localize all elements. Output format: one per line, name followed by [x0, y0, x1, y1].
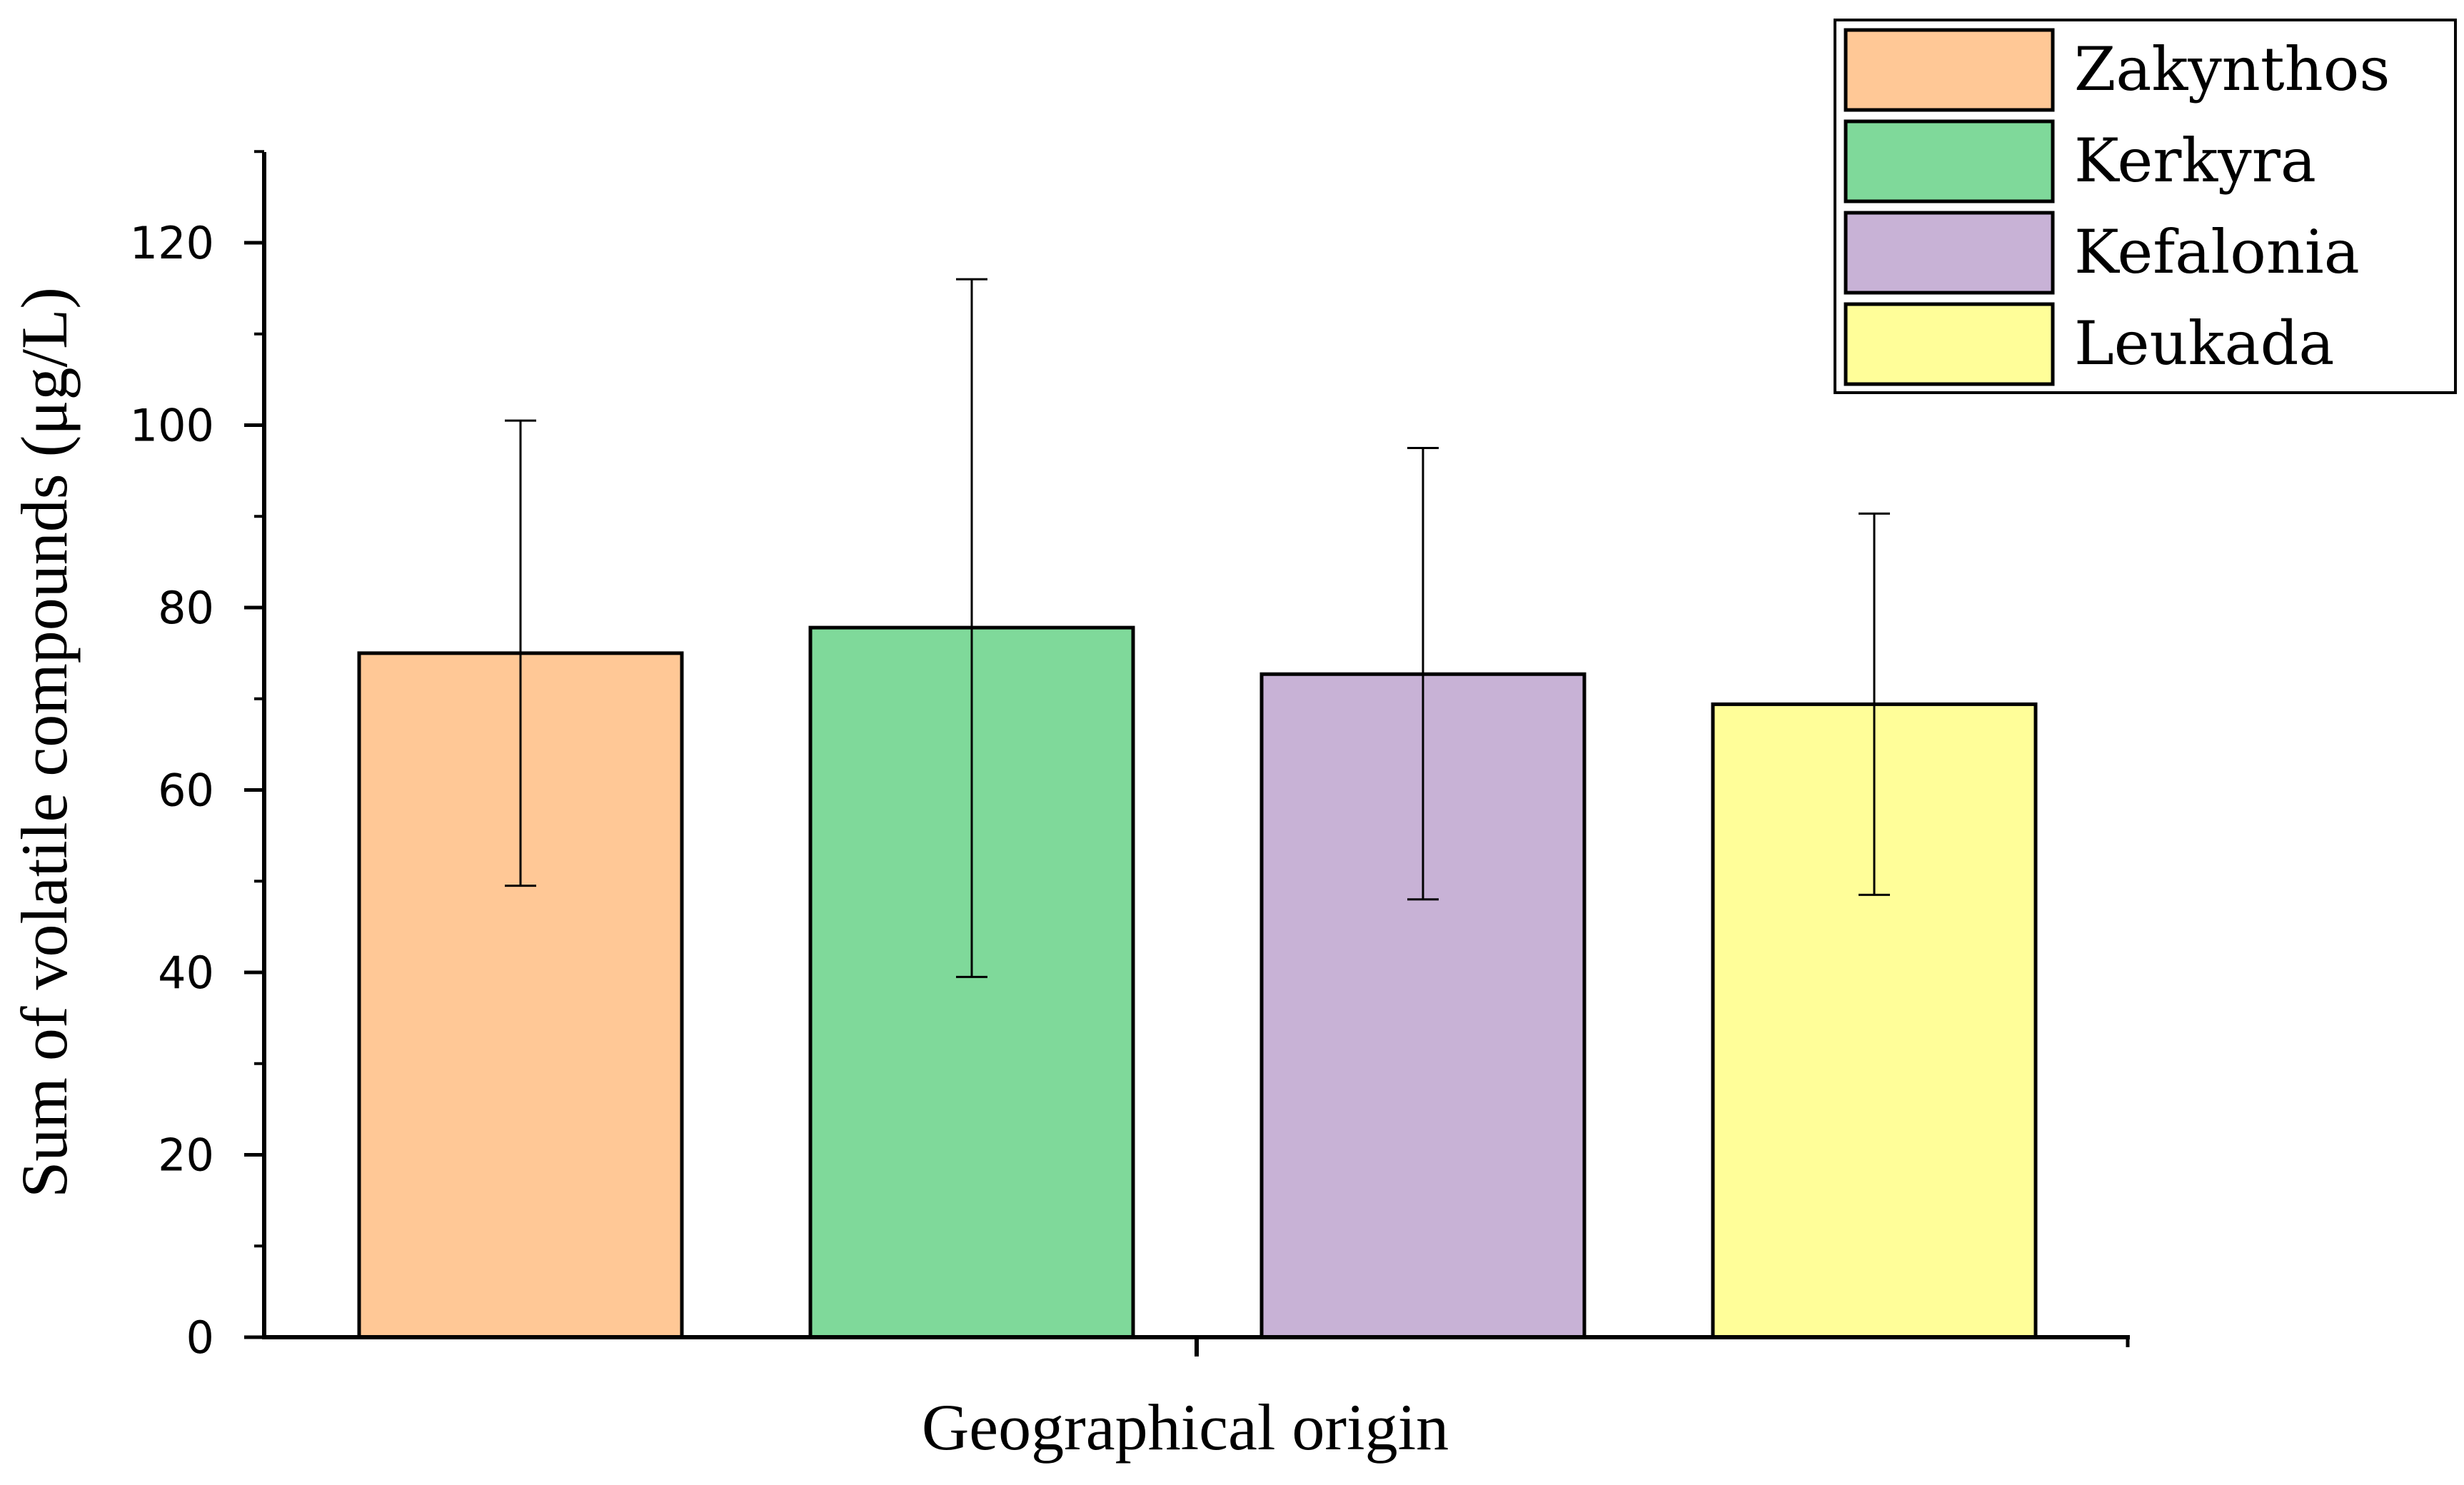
- y-tick-label: 60: [158, 765, 214, 817]
- y-tick-label: 20: [158, 1129, 214, 1182]
- y-tick-label: 120: [130, 217, 214, 269]
- y-tick-label: 80: [158, 582, 214, 634]
- legend-label-leukada: Leukada: [2074, 308, 2334, 378]
- legend-swatch-zakynthos: [1844, 28, 2055, 112]
- axes-layer: [262, 152, 2130, 1356]
- y-ticks-layer: 0 20 40 60 80 100 120: [130, 150, 264, 1364]
- legend-swatch-kerkyra: [1844, 119, 2055, 203]
- bars-layer: [357, 625, 2038, 1339]
- error-bar-zakynthos: [505, 419, 536, 887]
- x-axis-title: Geographical origin: [922, 1391, 1449, 1464]
- error-bar-kerkyra: [956, 278, 987, 978]
- y-tick-label: 0: [186, 1312, 214, 1364]
- legend-label-kerkyra: Kerkyra: [2074, 126, 2316, 196]
- error-bar-kefalonia: [1407, 446, 1439, 901]
- legend-item-kerkyra: Kerkyra: [1844, 119, 2316, 203]
- legend-swatch-leukada: [1844, 302, 2055, 386]
- y-tick-label: 40: [158, 947, 214, 999]
- error-bar-leukada: [1859, 512, 1890, 896]
- legend-item-leukada: Leukada: [1844, 302, 2334, 386]
- legend-swatch-kefalonia: [1844, 211, 2055, 295]
- legend-item-zakynthos: Zakynthos: [1844, 28, 2390, 112]
- error-bars-layer: [505, 278, 1890, 978]
- legend-label-zakynthos: Zakynthos: [2074, 34, 2390, 104]
- legend-item-kefalonia: Kefalonia: [1844, 211, 2360, 295]
- y-tick-label: 100: [130, 400, 214, 452]
- legend: Zakynthos Kerkyra Kefalonia Leukada: [1834, 19, 2457, 394]
- legend-label-kefalonia: Kefalonia: [2074, 217, 2360, 287]
- y-axis-title: Sum of volatile compounds (μg/L): [8, 287, 81, 1198]
